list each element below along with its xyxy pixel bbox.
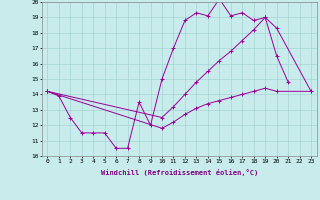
X-axis label: Windchill (Refroidissement éolien,°C): Windchill (Refroidissement éolien,°C) — [100, 169, 258, 176]
